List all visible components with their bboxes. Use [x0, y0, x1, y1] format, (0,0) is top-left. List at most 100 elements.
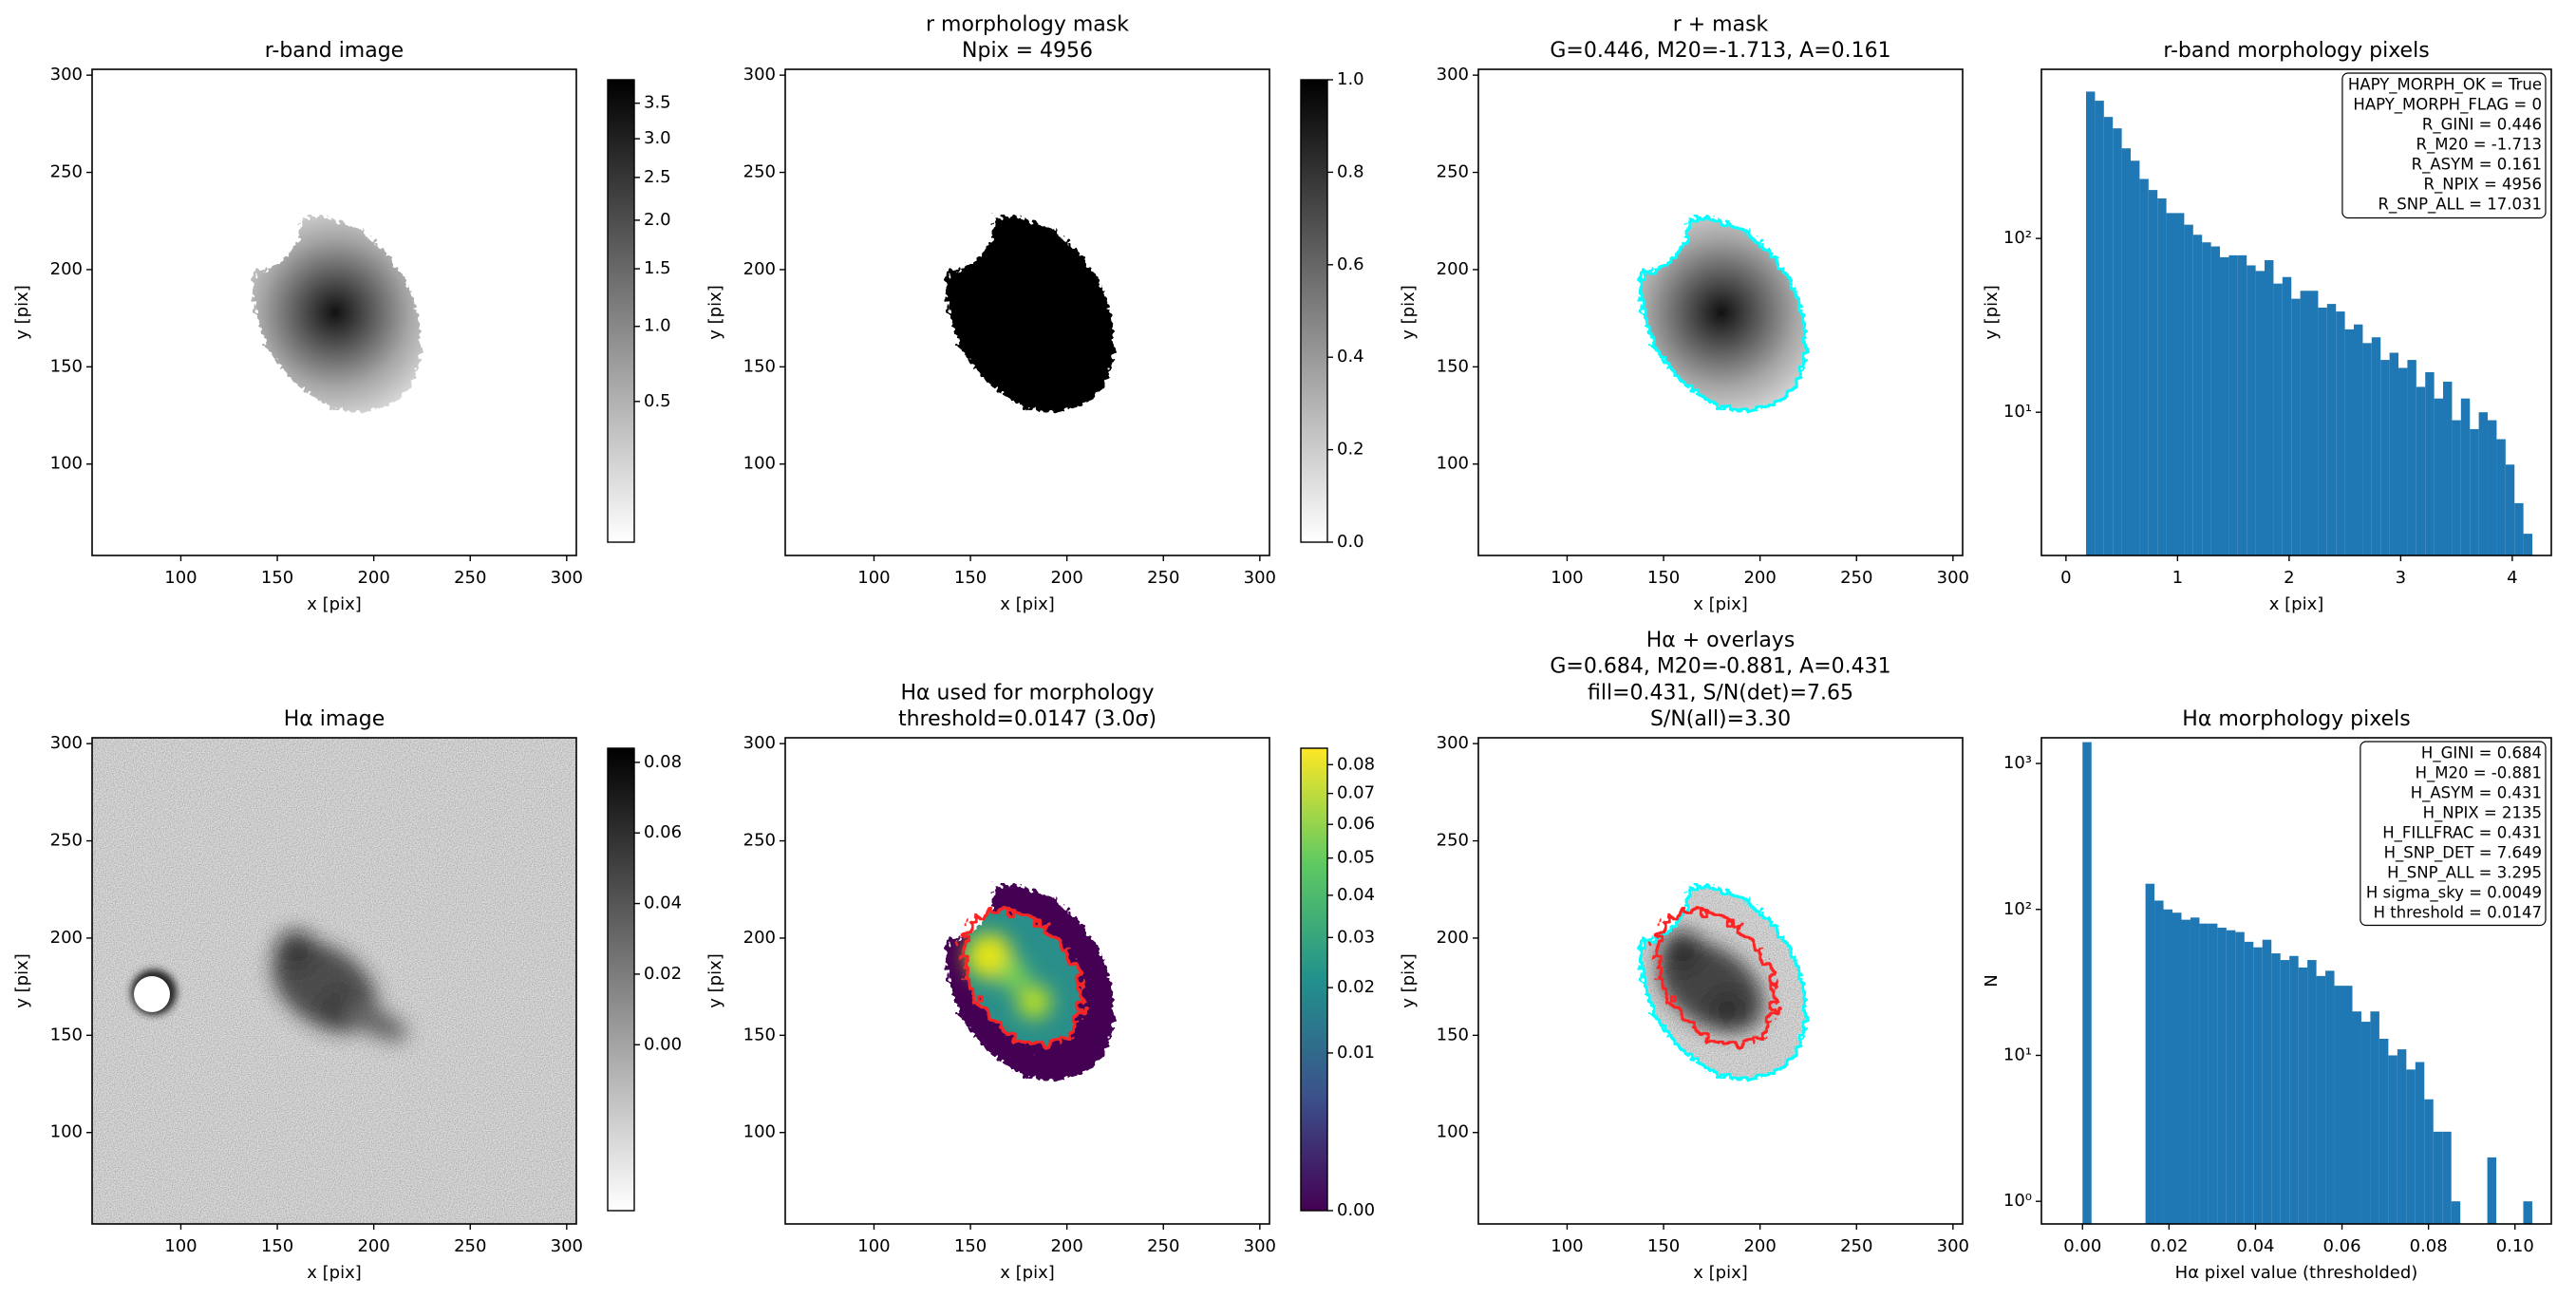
bars [2082, 742, 2532, 1224]
y-axis-label: N [1982, 974, 2002, 987]
bar [2370, 1011, 2379, 1224]
colorbar-tick-label: 1.0 [644, 316, 671, 336]
bar [2208, 923, 2218, 1224]
bar [2199, 923, 2209, 1224]
axes-frame [784, 68, 1270, 556]
y-axis-label: y [pix] [705, 953, 725, 1008]
bar [2478, 412, 2489, 555]
axes-frame [2040, 68, 2552, 556]
y-tick-label: 100 [50, 1122, 83, 1142]
annotation-line: H_FILLFRAC = 0.431 [2382, 824, 2542, 843]
x-axis-label: x [pix] [1693, 594, 1748, 614]
bar [2406, 1069, 2416, 1224]
colorbar [607, 79, 635, 543]
y-tick-label: 200 [743, 928, 776, 948]
y-tick-label: 300 [1437, 65, 1469, 85]
y-tick-label: 200 [1437, 928, 1469, 948]
chart-title: r morphology mask [926, 12, 1129, 36]
bar [2352, 1011, 2361, 1224]
y-tick-label: 300 [743, 65, 776, 85]
bar [2220, 256, 2229, 555]
chart-title: fill=0.431, S/N(det)=7.65 [1588, 681, 1853, 705]
y-tick-label: 10² [2003, 899, 2032, 919]
annotation-line: R_M20 = -1.713 [2416, 136, 2542, 155]
bar [2265, 260, 2274, 555]
x-tick-label: 0.10 [2496, 1236, 2534, 1256]
x-tick-label: 100 [164, 1236, 197, 1256]
y-tick-label: 100 [1437, 1122, 1469, 1142]
bar [2354, 324, 2363, 555]
x-tick-label: 150 [1647, 1236, 1680, 1256]
axes-frame [1477, 68, 1964, 556]
y-tick-label: 200 [1437, 259, 1469, 279]
x-tick-label: 250 [454, 1236, 486, 1256]
chart-title: Hα + overlays [1646, 629, 1796, 652]
axes-frame [1477, 737, 1964, 1225]
bar [2379, 1038, 2389, 1224]
y-tick-label: 250 [1437, 831, 1469, 851]
x-tick-label: 3 [2396, 568, 2406, 588]
colorbar-tick-label: 1.0 [1337, 69, 1364, 89]
bar [2407, 360, 2416, 555]
bar [2523, 1201, 2532, 1224]
bar [2380, 360, 2390, 555]
image-r-mask [1478, 69, 1963, 555]
bar [2237, 254, 2247, 555]
image-r-band [92, 69, 576, 555]
chart-title: S/N(all)=3.30 [1650, 707, 1791, 731]
chart-title: Hα morphology pixels [2182, 707, 2410, 731]
image-halpha [92, 738, 576, 1224]
y-axis-label: y [pix] [12, 953, 32, 1008]
y-tick-label: 10¹ [2003, 1044, 2032, 1064]
bar [2452, 420, 2461, 555]
bar [2262, 939, 2272, 1224]
bar [2371, 337, 2381, 555]
bar [2086, 91, 2096, 555]
x-tick-label: 0.08 [2410, 1236, 2448, 1256]
bar [2210, 246, 2221, 555]
x-tick-label: 250 [1840, 1236, 1872, 1256]
colorbar-tick-label: 0.08 [644, 752, 682, 772]
bar [2318, 307, 2327, 555]
chart-title: r-band image [265, 39, 404, 63]
x-axis-label: Hα pixel value (thresholded) [2175, 1263, 2418, 1283]
annotation-line: H_SNP_ALL = 3.295 [2387, 864, 2542, 883]
annotation-line: H threshold = 0.0147 [2374, 904, 2542, 922]
x-tick-label: 0.02 [2150, 1236, 2188, 1256]
colorbar-tick-label: 0.00 [1337, 1200, 1375, 1220]
x-axis-label: x [pix] [1000, 594, 1055, 614]
x-tick-label: 250 [1147, 568, 1179, 588]
y-tick-label: 150 [50, 356, 83, 376]
colorbar-tick-label: 2.5 [644, 167, 671, 187]
y-tick-label: 300 [1437, 733, 1469, 753]
colorbar-tick-label: 0.02 [644, 964, 682, 984]
bar [2433, 1131, 2443, 1224]
x-tick-label: 300 [1937, 1236, 1969, 1256]
y-tick-label: 250 [743, 831, 776, 851]
y-axis-label: y [pix] [1982, 285, 2002, 340]
x-tick-label: 4 [2507, 568, 2517, 588]
annotation-line: R_NPIX = 4956 [2424, 176, 2542, 195]
x-axis-label: x [pix] [2269, 594, 2324, 614]
x-tick-label: 200 [357, 568, 389, 588]
colorbar-tick-label: 0.01 [1337, 1043, 1375, 1063]
colorbar-tick-label: 0.5 [644, 391, 671, 411]
bar [2298, 967, 2308, 1224]
y-tick-label: 250 [743, 162, 776, 182]
annotation-line: H_GINI = 0.684 [2421, 744, 2542, 763]
bar [2425, 371, 2435, 555]
x-tick-label: 250 [1840, 568, 1872, 588]
bar [2325, 970, 2335, 1224]
bar [2175, 213, 2185, 555]
axes-frame [91, 68, 577, 556]
colorbar-tick-label: 0.02 [1337, 977, 1375, 997]
bar [2163, 909, 2173, 1224]
x-tick-label: 200 [1050, 568, 1082, 588]
bar [2121, 148, 2132, 555]
bar [2192, 235, 2203, 555]
x-axis-label: x [pix] [307, 1263, 362, 1283]
x-tick-label: 200 [357, 1236, 389, 1256]
bar [2496, 439, 2506, 555]
